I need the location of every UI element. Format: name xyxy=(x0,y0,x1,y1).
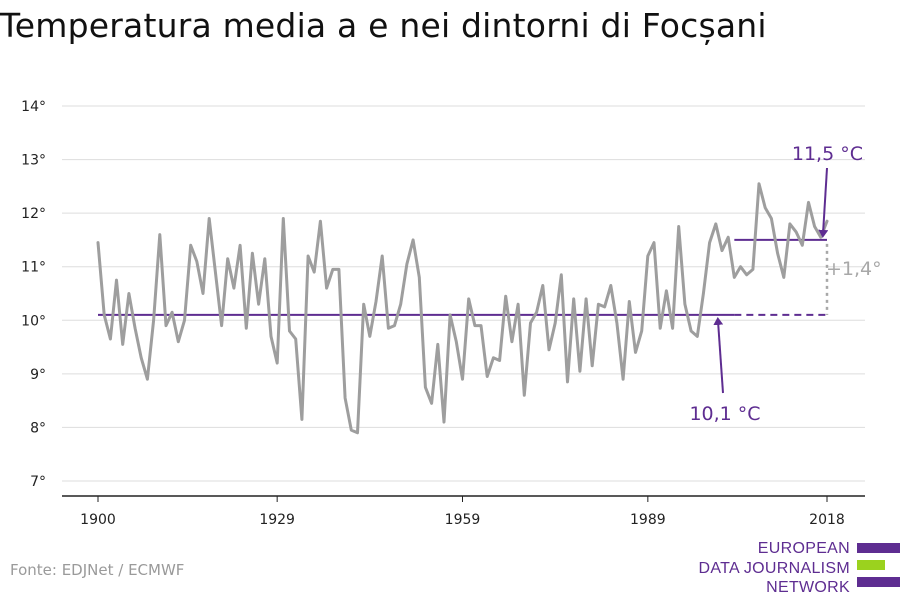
x-axis: 1900 1929 1959 1989 2018 xyxy=(62,495,865,528)
logo-bar-purple-bottom xyxy=(857,577,900,587)
series-line-0 xyxy=(96,182,829,435)
x-tick-label-1959: 1959 xyxy=(445,512,481,528)
logo-bar-purple-top xyxy=(857,543,900,553)
y-tick-label-14: 14° xyxy=(21,99,46,115)
y-tick-label-8: 8° xyxy=(30,420,46,436)
x-tick-label-1989: 1989 xyxy=(630,512,666,528)
annotation-difference: +1,4° xyxy=(826,258,882,280)
x-tick-label-2018: 2018 xyxy=(809,512,845,528)
arrow-recent-average xyxy=(818,167,829,238)
logo-text: EUROPEAN DATA JOURNALISM NETWORK xyxy=(699,539,850,598)
y-tick-label-9: 9° xyxy=(30,367,46,383)
y-tick-label-7: 7° xyxy=(30,474,46,490)
y-tick-label-10: 10° xyxy=(21,313,46,329)
chart-title: Temperatura media a e nei dintorni di Fo… xyxy=(0,6,767,45)
logo-bar-green xyxy=(857,560,885,570)
y-axis-ticks: 7° 8° 9° 10° 11° 12° 13° 14° xyxy=(21,99,46,490)
arrow-overall-average xyxy=(713,316,724,394)
annotation-recent-average: 11,5 °C xyxy=(792,143,863,165)
x-tick-label-1900: 1900 xyxy=(80,512,116,528)
logo-line-1: EUROPEAN xyxy=(757,540,850,557)
source-note: Fonte: EDJNet / ECMWF xyxy=(10,561,185,579)
y-tick-label-13: 13° xyxy=(21,153,46,169)
annotation-overall-average: 10,1 °C xyxy=(689,403,760,425)
logo-line-2: DATA JOURNALISM xyxy=(698,559,850,577)
annotations: 11,5 °C 10,1 °C +1,4° xyxy=(689,143,881,425)
x-tick-label-1929: 1929 xyxy=(259,512,295,528)
logo-line-3: NETWORK xyxy=(766,579,850,596)
series-layer xyxy=(96,182,829,435)
y-tick-label-11: 11° xyxy=(21,260,46,276)
y-tick-label-12: 12° xyxy=(21,206,46,222)
